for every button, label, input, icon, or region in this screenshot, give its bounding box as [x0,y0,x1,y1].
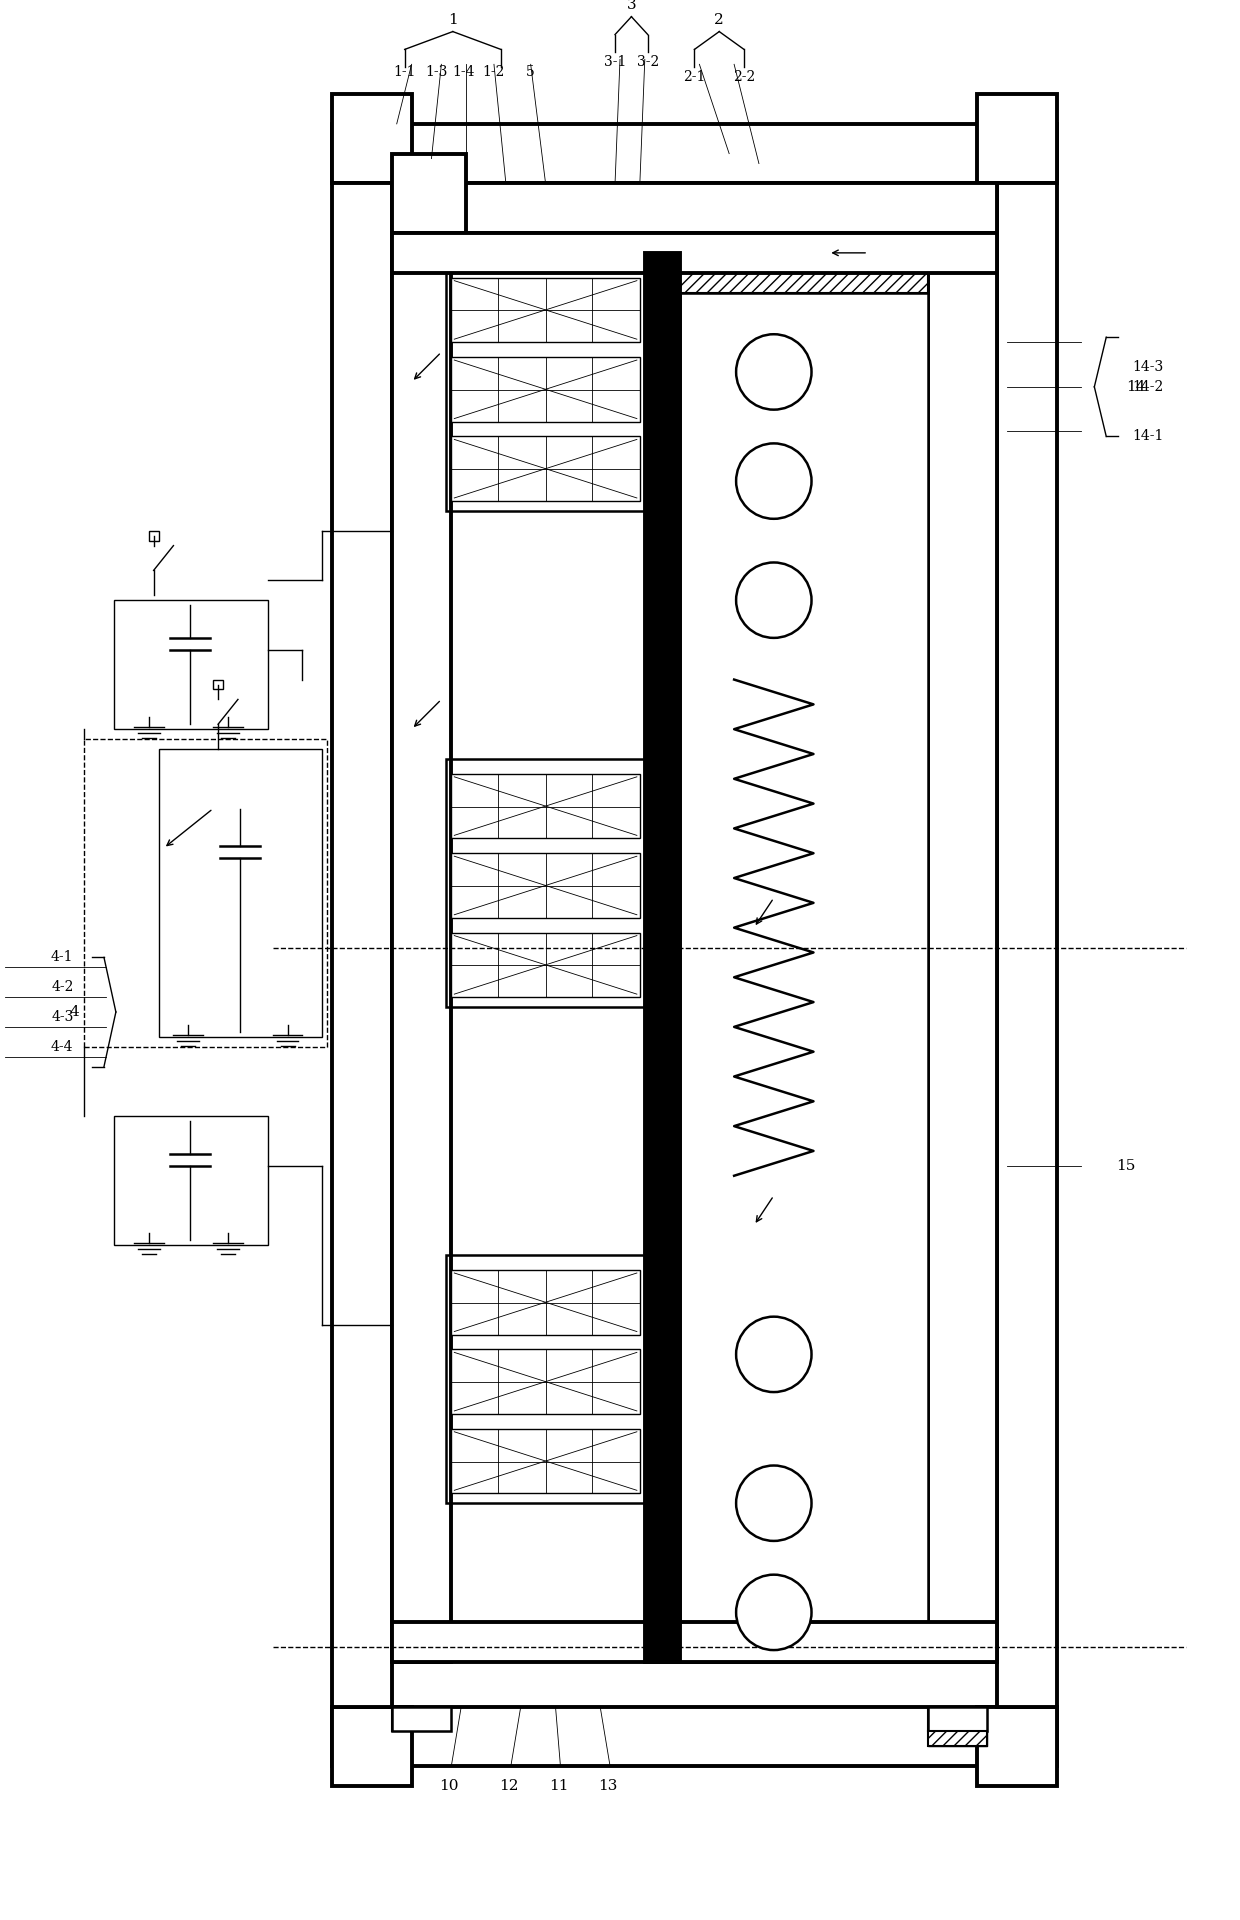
Bar [928,1732,987,1747]
Circle shape [737,563,811,637]
Bar [446,1256,645,1503]
Bar [977,94,1056,184]
Text: 2: 2 [714,13,724,27]
Text: 2-1: 2-1 [683,71,706,84]
Bar [159,749,322,1037]
Bar [332,1707,412,1786]
Bar [451,1269,640,1334]
Circle shape [737,334,811,409]
Bar [332,94,412,184]
Text: 3-2: 3-2 [636,56,658,69]
Bar [680,1622,928,1663]
Circle shape [737,444,811,518]
Bar [451,1350,640,1413]
Bar [213,680,223,689]
Bar [451,278,640,342]
Bar [392,184,997,232]
Text: 15: 15 [1116,1160,1136,1173]
Text: 1-4: 1-4 [451,65,475,79]
Bar [392,1622,997,1663]
Bar [332,1707,1056,1766]
Bar [332,184,392,1707]
Bar [977,1707,1056,1786]
Bar [392,154,466,232]
Bar [392,1622,997,1663]
Bar [114,1116,268,1246]
Text: 4-4: 4-4 [51,1041,73,1054]
Text: 4-2: 4-2 [51,981,73,995]
Bar [451,357,640,422]
Bar [680,253,928,292]
Text: 4-3: 4-3 [51,1010,73,1023]
Bar [680,253,928,292]
Text: 14: 14 [1126,380,1146,394]
Text: 1-3: 1-3 [425,65,448,79]
Bar [680,253,928,1663]
Bar [84,739,327,1046]
Bar [451,436,640,501]
Text: 14-3: 14-3 [1132,359,1163,374]
Bar [392,232,997,273]
Text: 3-1: 3-1 [604,56,626,69]
Bar [446,263,645,511]
Bar [114,601,268,730]
Text: 1-1: 1-1 [393,65,415,79]
Bar [928,253,997,1663]
Bar [392,154,466,232]
Bar [680,1622,928,1663]
Text: 4-1: 4-1 [51,950,73,964]
Text: 14-2: 14-2 [1132,380,1163,394]
Bar [392,253,451,1663]
Text: 13: 13 [599,1780,618,1793]
Bar [332,125,1056,184]
Bar [149,530,159,541]
Text: 14-1: 14-1 [1132,430,1163,444]
Bar [332,1707,412,1786]
Bar [451,933,640,996]
Circle shape [737,1574,811,1649]
Bar [332,1707,1056,1766]
Bar [392,1707,451,1732]
Bar [392,253,451,1663]
Bar [928,1707,987,1732]
Bar [332,125,1056,184]
Bar [997,184,1056,1707]
Bar [977,1707,1056,1786]
Bar [392,232,997,273]
Bar [446,758,645,1008]
Text: 3: 3 [626,0,636,12]
Bar [997,184,1056,1707]
Bar [977,94,1056,184]
Bar [928,1707,987,1732]
Text: 10: 10 [439,1780,459,1793]
Circle shape [737,1317,811,1392]
Text: 11: 11 [549,1780,568,1793]
Bar [451,852,640,918]
Text: 2-2: 2-2 [733,71,755,84]
Bar [928,253,997,1663]
Bar [451,1428,640,1494]
Text: 5: 5 [526,65,536,79]
Text: 12: 12 [500,1780,518,1793]
Text: 1-2: 1-2 [482,65,505,79]
Circle shape [737,1465,811,1542]
Bar [928,1732,987,1747]
Text: 4: 4 [69,1004,79,1020]
Text: 1: 1 [448,13,458,27]
Bar [332,94,412,184]
Bar [645,253,680,1663]
Bar [332,184,392,1707]
Bar [451,774,640,839]
Bar [392,1707,451,1732]
Bar [392,184,997,232]
